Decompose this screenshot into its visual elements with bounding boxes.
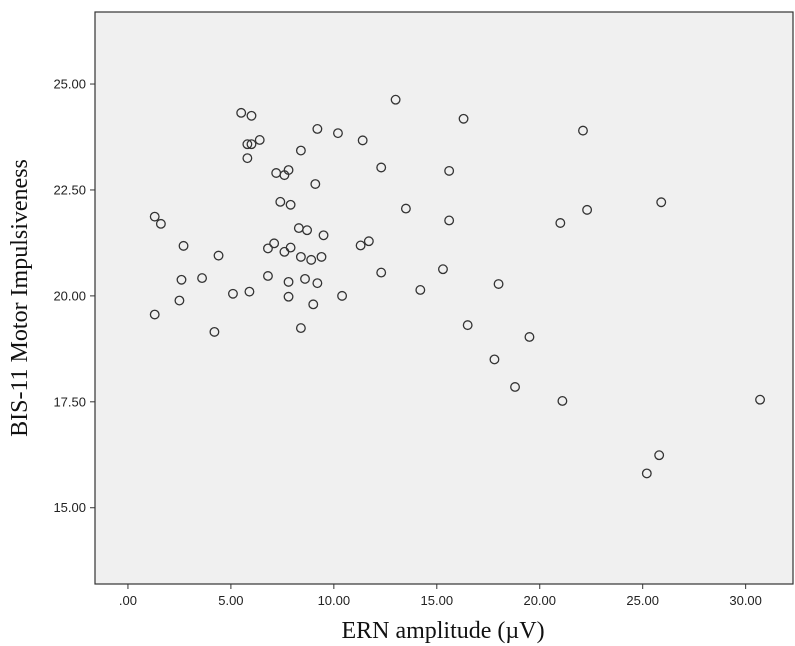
data-point [458,113,469,124]
data-point [295,145,306,156]
data-point [641,468,652,479]
data-point [149,309,160,320]
data-point [312,123,323,134]
data-point [363,236,374,247]
x-tick-label: .00 [119,593,137,608]
data-point [209,326,220,337]
data-point [578,125,588,136]
data-point [308,299,319,310]
data-point [316,251,327,262]
data-point [355,240,366,251]
x-tick-label: 5.00 [218,593,243,608]
data-point [236,107,247,118]
data-point [376,267,387,278]
data-point [462,320,473,331]
y-tick-label: 22.50 [53,182,86,197]
y-axis-title: BIS-11 Motor Impulsiveness [7,159,33,437]
data-point [376,162,387,173]
data-point [283,291,294,302]
data-point [555,218,566,228]
data-point [444,215,455,226]
data-point [269,238,280,249]
x-axis-title: ERN amplitude (µV) [341,618,544,644]
plot-area [94,11,794,585]
data-point [178,240,189,251]
y-tick-label: 15.00 [53,500,86,515]
data-point [656,197,667,208]
data-point [295,323,306,334]
data-point [510,382,520,392]
data-point [337,290,348,301]
data-point [285,199,296,210]
data-point [263,271,273,281]
data-point [228,288,238,299]
data-point [489,354,500,365]
x-tick-label: 30.00 [729,593,762,608]
x-tick-label: 15.00 [421,593,454,608]
data-point [242,153,253,164]
data-point [283,276,294,287]
data-points [149,94,766,479]
y-tick-label: 25.00 [53,77,86,92]
data-point [654,450,665,461]
data-point [438,264,448,275]
data-point [213,250,224,261]
data-point [755,394,766,405]
data-point [306,254,317,265]
data-point [254,135,265,145]
data-point [524,332,535,342]
data-point [318,230,329,241]
data-point [295,251,306,262]
data-point [155,218,166,229]
data-point [302,225,313,236]
data-point [242,139,253,150]
data-point [149,211,160,222]
y-axis: 15.00 17.50 20.00 22.50 25.00 [53,77,95,515]
data-point [390,94,401,105]
data-point [246,139,257,150]
x-tick-label: 25.00 [626,593,659,608]
data-point [283,165,294,175]
data-point [285,242,296,253]
y-tick-label: 17.50 [53,394,86,409]
data-point [493,279,504,289]
data-point [176,274,187,285]
x-tick-label: 20.00 [523,593,556,608]
y-tick-label: 20.00 [53,288,86,303]
x-tick-label: 10.00 [318,593,351,608]
data-point [333,128,343,139]
data-point [582,204,593,215]
data-point [312,278,323,289]
data-point [444,165,455,176]
data-point [357,135,368,146]
data-point [557,396,568,406]
data-point [174,295,185,306]
data-point [400,203,411,214]
data-point [263,243,273,254]
data-point [275,196,286,207]
data-point [197,273,208,284]
data-point [300,273,310,284]
data-point [244,286,255,297]
x-axis: .00 5.00 10.00 15.00 20.00 25.00 30.00 [119,584,762,608]
data-point [246,110,257,121]
data-point [415,284,426,295]
data-point [310,179,321,189]
